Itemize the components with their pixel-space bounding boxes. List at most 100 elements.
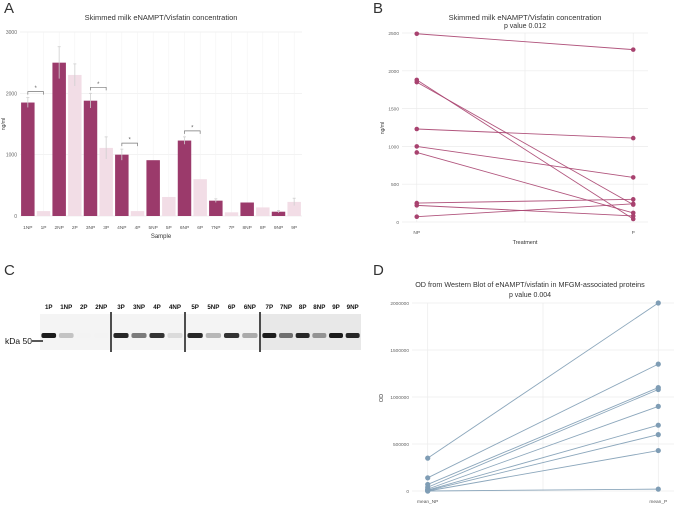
x-tick-label-a: 5NP bbox=[148, 225, 157, 231]
x-tick-label-a: 8NP bbox=[242, 225, 251, 231]
blot-membrane bbox=[261, 314, 361, 350]
x-tick-label-a: 9NP bbox=[274, 225, 283, 231]
x-axis-label-a: Sample bbox=[151, 234, 172, 240]
blot-strip-2 bbox=[112, 314, 184, 350]
chart-title-d: OD from Western Blot of eNAMPT/visfatin … bbox=[415, 280, 645, 289]
point-b-p bbox=[630, 197, 636, 202]
bar-5p bbox=[162, 196, 176, 216]
blot-membrane bbox=[40, 314, 110, 350]
bar-5np bbox=[146, 160, 160, 216]
point-b-p bbox=[630, 135, 636, 141]
point-d-mean_np bbox=[425, 475, 431, 481]
point-b-p bbox=[630, 201, 636, 207]
significance-star: * bbox=[97, 82, 100, 88]
point-b-np bbox=[414, 144, 420, 149]
blot-strip-1 bbox=[40, 314, 110, 350]
band-5np bbox=[205, 333, 222, 338]
lane-label: 8P bbox=[299, 304, 307, 311]
lane-label: 2P bbox=[80, 304, 88, 311]
blot-membrane bbox=[186, 314, 259, 350]
series-line-d bbox=[427, 424, 659, 491]
x-tick-label-a: 6NP bbox=[180, 225, 189, 231]
panel-label-d: D bbox=[373, 262, 384, 279]
point-b-np bbox=[414, 79, 420, 85]
bar-3p bbox=[99, 147, 113, 216]
lane-label: 4NP bbox=[169, 304, 181, 311]
point-d-mean_np bbox=[425, 488, 431, 494]
band-1np bbox=[58, 333, 74, 338]
y-tick-label-a: 0 bbox=[14, 214, 17, 220]
x-tick-label-a: 8P bbox=[260, 225, 266, 231]
point-d-mean_p bbox=[655, 300, 661, 306]
significance-star: * bbox=[34, 86, 37, 92]
y-tick-label-d: 0 bbox=[406, 489, 409, 495]
significance-star: * bbox=[128, 138, 131, 144]
panel-label-c: C bbox=[4, 262, 15, 279]
lane-label: 5NP bbox=[207, 304, 219, 311]
lane-label: 6P bbox=[228, 304, 236, 311]
y-axis-label-a: ng/ml bbox=[1, 118, 7, 130]
lane-label: 7NP bbox=[280, 304, 292, 311]
x-tick-label-a: 1P bbox=[41, 225, 47, 231]
bar-2p bbox=[68, 74, 82, 216]
y-tick-label-d: 1000000 bbox=[390, 395, 409, 401]
lane-label: 8NP bbox=[313, 304, 325, 311]
lane-label: 1P bbox=[45, 304, 53, 311]
bar-9np bbox=[271, 211, 286, 216]
point-b-np bbox=[414, 31, 420, 37]
series-line-b bbox=[416, 152, 634, 214]
point-d-mean_p bbox=[655, 361, 661, 367]
blot-strip-3 bbox=[186, 314, 259, 350]
band-7p bbox=[262, 333, 277, 338]
point-d-mean_p bbox=[655, 422, 661, 428]
blot-membrane bbox=[112, 314, 184, 350]
lane-label: 7P bbox=[266, 304, 274, 311]
y-tick-label-b: 1000 bbox=[388, 144, 399, 150]
y-axis-label-b: ng/ml bbox=[380, 122, 386, 134]
x-tick-label-a: 9P bbox=[291, 225, 297, 231]
band-6np bbox=[242, 333, 258, 338]
series-line-b bbox=[416, 145, 634, 178]
y-tick-label-d: 500000 bbox=[393, 442, 409, 448]
series-line-b bbox=[416, 33, 634, 51]
point-b-p bbox=[630, 213, 636, 219]
chart-subtitle-b: p value 0.012 bbox=[504, 23, 546, 30]
y-axis-label-d: OD bbox=[379, 394, 385, 402]
bar-7np bbox=[209, 200, 223, 216]
series-line-d bbox=[427, 387, 659, 485]
bar-3np bbox=[83, 100, 98, 216]
plot-area-a bbox=[20, 32, 302, 216]
lane-label: 6NP bbox=[244, 304, 256, 311]
band-3np bbox=[131, 333, 147, 338]
bar-8p bbox=[256, 207, 270, 216]
bar-4p bbox=[130, 211, 145, 216]
band-8p bbox=[295, 333, 310, 338]
band-2np bbox=[93, 333, 109, 338]
series-line-d bbox=[427, 434, 659, 491]
x-tick-label-b: NP bbox=[413, 230, 420, 236]
bar-6p bbox=[193, 179, 207, 216]
bar-2np bbox=[52, 62, 66, 216]
lane-label: 1NP bbox=[60, 304, 72, 311]
significance-bracket bbox=[90, 86, 107, 91]
series-line-b bbox=[416, 81, 634, 206]
y-tick-label-d: 1500000 bbox=[390, 348, 409, 354]
band-4np bbox=[167, 333, 183, 338]
point-b-np bbox=[414, 150, 420, 155]
x-tick-label-a: 4NP bbox=[117, 225, 126, 231]
lane-label: 5P bbox=[191, 304, 199, 311]
bar-6np bbox=[177, 140, 192, 216]
series-line-b bbox=[416, 128, 634, 139]
bar-4np bbox=[115, 154, 129, 216]
y-tick-label-d: 2000000 bbox=[390, 301, 409, 307]
series-line-d bbox=[427, 302, 659, 459]
lane-label: 2NP bbox=[95, 304, 107, 311]
y-tick-label-a: 2000 bbox=[6, 91, 17, 97]
point-b-p bbox=[630, 47, 636, 52]
significance-bracket bbox=[184, 130, 201, 134]
series-line-b bbox=[416, 198, 634, 204]
y-tick-label-b: 500 bbox=[391, 182, 399, 188]
bar-1p bbox=[36, 211, 51, 216]
lane-label: 9P bbox=[332, 304, 340, 311]
bar-9p bbox=[287, 201, 301, 216]
